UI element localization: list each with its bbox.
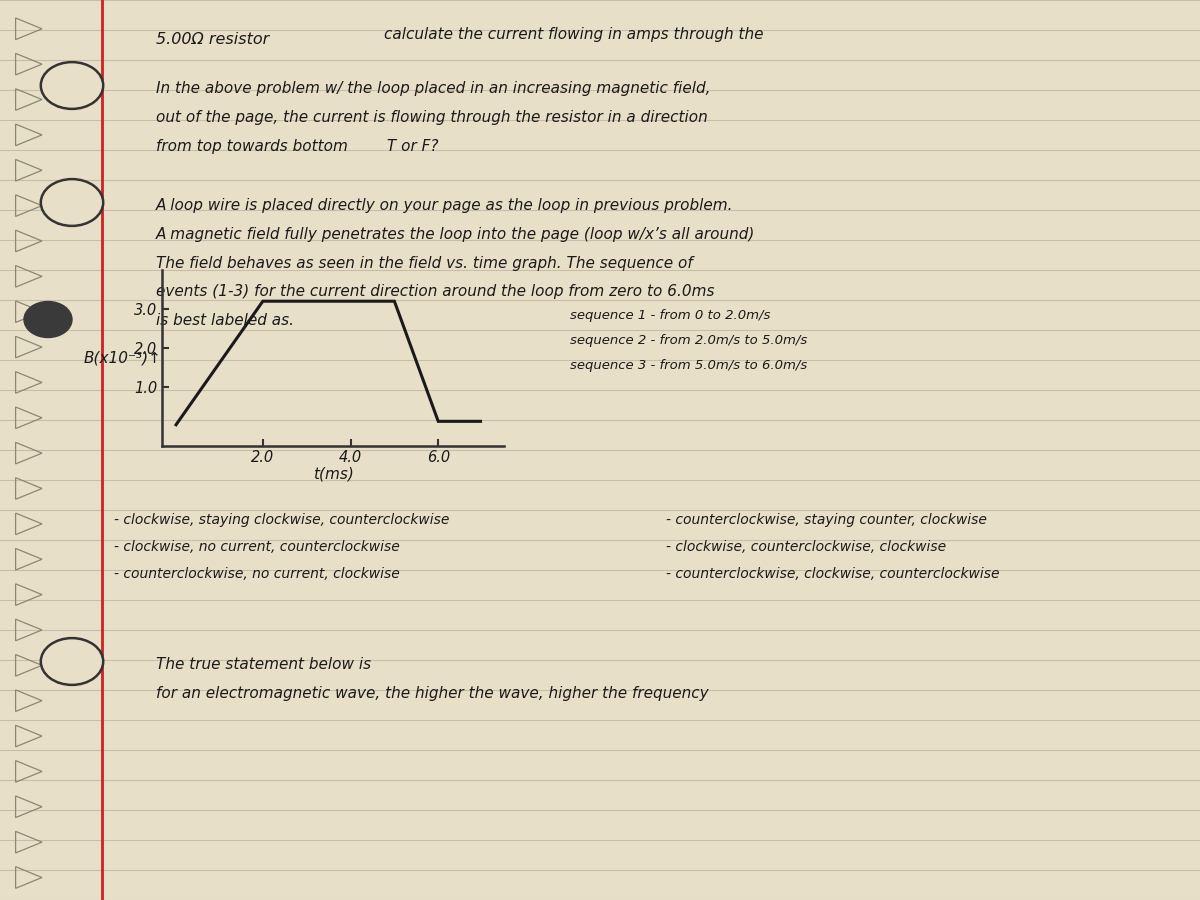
Text: sequence 1 - from 0 to 2.0m/s: sequence 1 - from 0 to 2.0m/s [570, 309, 770, 321]
Text: - clockwise, staying clockwise, counterclockwise: - clockwise, staying clockwise, counterc… [114, 513, 449, 527]
Text: sequence 2 - from 2.0m/s to 5.0m/s: sequence 2 - from 2.0m/s to 5.0m/s [570, 334, 808, 346]
Text: calculate the current flowing in amps through the: calculate the current flowing in amps th… [384, 27, 763, 42]
Text: for an electromagnetic wave, the higher the wave, higher the frequency: for an electromagnetic wave, the higher … [156, 686, 709, 701]
Text: In the above problem w/ the loop placed in an increasing magnetic field,: In the above problem w/ the loop placed … [156, 81, 710, 96]
Text: - clockwise, counterclockwise, clockwise: - clockwise, counterclockwise, clockwise [666, 540, 946, 554]
Circle shape [41, 179, 103, 226]
Circle shape [41, 62, 103, 109]
Text: 5.00Ω resistor: 5.00Ω resistor [156, 32, 269, 47]
Text: The true statement below is: The true statement below is [156, 657, 371, 672]
Text: 16: 16 [56, 213, 74, 229]
X-axis label: t(ms): t(ms) [312, 467, 354, 482]
Circle shape [24, 302, 72, 338]
Text: events (1-3) for the current direction around the loop from zero to 6.0ms: events (1-3) for the current direction a… [156, 284, 714, 300]
Text: A magnetic field fully penetrates the loop into the page (loop w/x’s all around): A magnetic field fully penetrates the lo… [156, 227, 755, 242]
Circle shape [41, 638, 103, 685]
Text: - counterclockwise, staying counter, clockwise: - counterclockwise, staying counter, clo… [666, 513, 986, 527]
Text: - clockwise, no current, counterclockwise: - clockwise, no current, counterclockwis… [114, 540, 400, 554]
Text: The field behaves as seen in the field vs. time graph. The sequence of: The field behaves as seen in the field v… [156, 256, 692, 271]
Text: out of the page, the current is flowing through the resistor in a direction: out of the page, the current is flowing … [156, 110, 708, 125]
Text: sequence 3 - from 5.0m/s to 6.0m/s: sequence 3 - from 5.0m/s to 6.0m/s [570, 359, 808, 372]
Text: is best labeled as.: is best labeled as. [156, 313, 294, 328]
Text: B(x10⁻³)↑: B(x10⁻³)↑ [84, 350, 162, 365]
Text: 15: 15 [56, 96, 74, 112]
Text: 17: 17 [56, 672, 74, 688]
Text: - counterclockwise, clockwise, counterclockwise: - counterclockwise, clockwise, countercl… [666, 567, 1000, 581]
Text: from top towards bottom        T or F?: from top towards bottom T or F? [156, 139, 438, 154]
Text: - counterclockwise, no current, clockwise: - counterclockwise, no current, clockwis… [114, 567, 400, 581]
Text: A loop wire is placed directly on your page as the loop in previous problem.: A loop wire is placed directly on your p… [156, 198, 733, 213]
